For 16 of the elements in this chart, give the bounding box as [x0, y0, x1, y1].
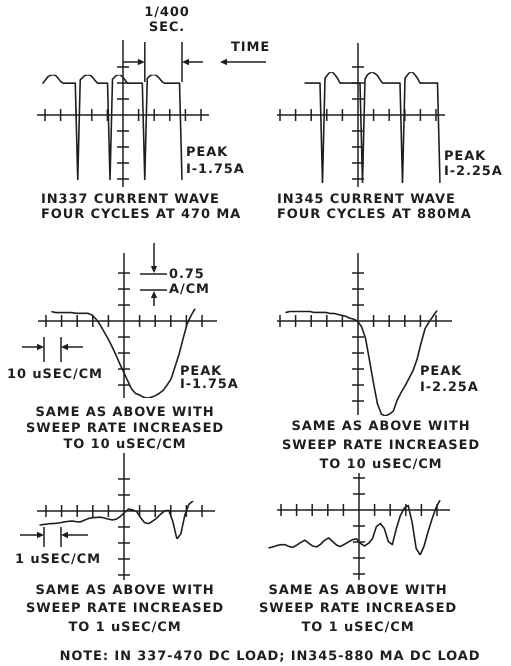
- text: IN345 CURRENT WAVE FOUR CYCLES AT 880MA: [277, 192, 472, 222]
- text: PEAK I-2.25A: [444, 148, 503, 179]
- text: IN337 CURRENT WAVE FOUR CYCLES AT 470 MA: [41, 192, 242, 222]
- text: NOTE: IN 337-470 DC LOAD; IN345-880 MA DC LOAD: [60, 649, 480, 664]
- text: SAME AS ABOVE WITH SWEEP RATE INCREASED TO 10 uSEC/CM: [282, 418, 480, 474]
- annotation: PEAK I-1.75A: [180, 364, 239, 392]
- text: SAME AS ABOVE WITH SWEEP RATE INCREASED TO 1 uSEC/CM: [258, 582, 458, 637]
- text: 0.75 A/CM: [169, 267, 210, 298]
- text: 1/400 SEC.: [144, 5, 190, 36]
- text: PEAK I-1.75A: [186, 144, 245, 178]
- text: TIME: [231, 40, 270, 56]
- annotation: PEAK I-2.25A: [420, 364, 479, 396]
- text: 1 uSEC/CM: [15, 552, 101, 568]
- text: SAME AS ABOVE WITH SWEEP RATE INCREASED TO 10 uSEC/CM: [26, 404, 224, 453]
- text: SAME AS ABOVE WITH SWEEP RATE INCREASED TO 1 uSEC/CM: [26, 582, 224, 637]
- annotation: 10 uSEC/CM: [7, 367, 103, 382]
